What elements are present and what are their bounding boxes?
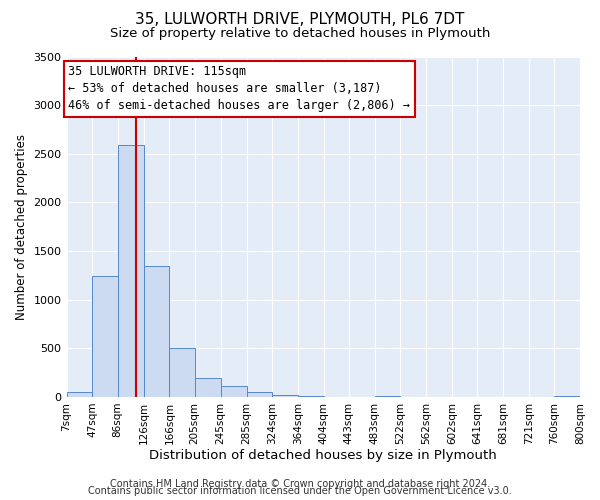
X-axis label: Distribution of detached houses by size in Plymouth: Distribution of detached houses by size … [149, 450, 497, 462]
Text: Size of property relative to detached houses in Plymouth: Size of property relative to detached ho… [110, 28, 490, 40]
Bar [67, 392, 92, 397]
Text: Contains public sector information licensed under the Open Government Licence v3: Contains public sector information licen… [88, 486, 512, 496]
Bar [143, 266, 169, 397]
Bar [92, 276, 118, 397]
Bar [272, 395, 298, 397]
Text: Contains HM Land Registry data © Crown copyright and database right 2024.: Contains HM Land Registry data © Crown c… [110, 479, 490, 489]
Text: 35, LULWORTH DRIVE, PLYMOUTH, PL6 7DT: 35, LULWORTH DRIVE, PLYMOUTH, PL6 7DT [136, 12, 464, 28]
Text: 35 LULWORTH DRIVE: 115sqm
← 53% of detached houses are smaller (3,187)
46% of se: 35 LULWORTH DRIVE: 115sqm ← 53% of detac… [68, 66, 410, 112]
Bar [221, 386, 247, 397]
Y-axis label: Number of detached properties: Number of detached properties [15, 134, 28, 320]
Bar [195, 378, 221, 397]
Bar [169, 348, 195, 397]
Bar [118, 145, 143, 397]
Bar [247, 392, 272, 397]
